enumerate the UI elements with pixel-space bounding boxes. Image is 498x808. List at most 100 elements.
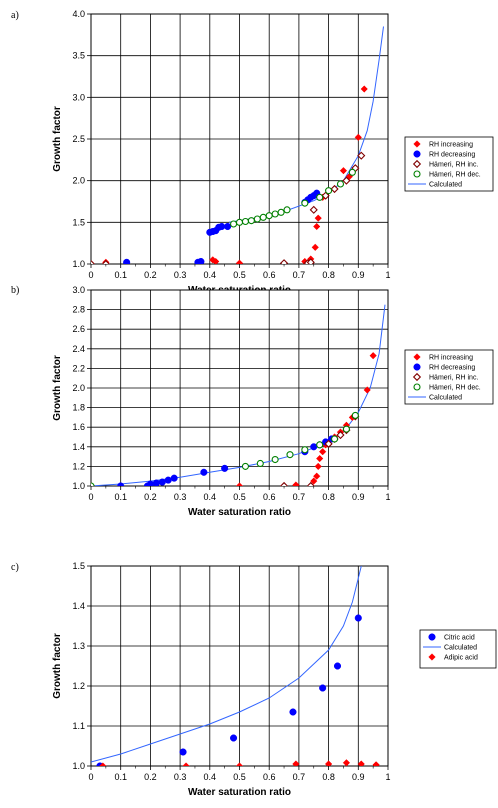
legend-entry: RH increasing xyxy=(429,355,473,362)
x-tick-label: 0.1 xyxy=(114,492,127,502)
x-tick-label: 0.2 xyxy=(144,270,157,280)
panel-label: c) xyxy=(11,562,19,573)
data-point xyxy=(279,481,289,486)
y-tick-label: 2.0 xyxy=(72,176,85,186)
legend-entry: RH increasing xyxy=(429,142,473,149)
x-tick-label: 1 xyxy=(385,772,390,782)
x-axis-label: Water saturation ratio xyxy=(188,507,291,518)
legend-marker xyxy=(413,353,421,361)
y-tick-label: 3.5 xyxy=(72,51,85,61)
data-point xyxy=(348,168,356,176)
legend-marker xyxy=(413,170,421,178)
data-point xyxy=(316,454,324,463)
y-tick-label: 2.0 xyxy=(72,383,85,393)
legend-entry: Hämeri, RH inc. xyxy=(429,375,478,382)
legend-marker xyxy=(412,372,422,382)
x-tick-label: 0.1 xyxy=(114,270,127,280)
data-point xyxy=(182,762,190,766)
y-tick-label: 2.8 xyxy=(72,305,85,315)
x-tick-label: 0.2 xyxy=(144,772,157,782)
x-tick-label: 0.5 xyxy=(233,492,246,502)
data-point xyxy=(324,760,333,766)
data-point xyxy=(247,217,255,225)
x-tick-label: 0.8 xyxy=(322,270,335,280)
data-point xyxy=(369,352,377,360)
legend-entry: Hämeri, RH dec. xyxy=(429,172,481,179)
data-point xyxy=(342,425,350,433)
legend-entry: Hämeri, RH dec. xyxy=(429,385,481,392)
x-tick-label: 0.5 xyxy=(233,270,246,280)
y-axis-label: Growth factor xyxy=(52,355,63,421)
data-point xyxy=(235,482,244,486)
data-point xyxy=(292,760,300,766)
data-point xyxy=(91,482,95,486)
legend: RH increasing RH decreasing Hämeri, RH inc… xyxy=(404,349,494,405)
y-tick-label: 1.4 xyxy=(72,442,85,452)
data-point xyxy=(218,222,226,231)
legend-entry: Citric acid xyxy=(444,635,475,642)
data-point xyxy=(123,258,131,264)
data-point xyxy=(256,459,264,468)
data-point xyxy=(330,184,339,194)
data-point xyxy=(283,206,291,214)
x-tick-label: 0.8 xyxy=(322,492,335,502)
data-point xyxy=(311,243,319,251)
data-point xyxy=(301,199,309,207)
data-point xyxy=(354,614,362,622)
data-point xyxy=(259,213,267,221)
x-tick-label: 0 xyxy=(88,772,93,782)
x-tick-label: 0.4 xyxy=(204,492,217,502)
legend: RH increasing RH decreasing Hämeri, RH inc… xyxy=(404,136,494,192)
y-tick-label: 4.0 xyxy=(72,9,85,19)
legend-entry: Calculated xyxy=(444,645,477,652)
data-point xyxy=(235,259,244,264)
y-tick-label: 2.2 xyxy=(72,363,85,373)
data-point xyxy=(354,133,362,141)
y-tick-label: 1.0 xyxy=(72,761,85,771)
legend-marker xyxy=(413,150,421,158)
data-point xyxy=(271,455,279,464)
legend-marker xyxy=(428,653,436,661)
x-tick-label: 0.4 xyxy=(204,772,217,782)
data-point xyxy=(164,476,172,484)
y-tick-label: 1.2 xyxy=(72,681,85,691)
legend-entry: RH decreasing xyxy=(429,152,475,159)
data-point xyxy=(319,684,327,692)
data-point xyxy=(321,191,330,200)
y-tick-label: 2.4 xyxy=(72,344,85,354)
data-point xyxy=(316,193,324,201)
data-point xyxy=(99,762,107,766)
y-tick-label: 1.6 xyxy=(72,422,85,432)
data-point xyxy=(277,208,285,216)
x-tick-label: 0.2 xyxy=(144,492,157,502)
data-point xyxy=(336,430,345,440)
y-tick-label: 1.5 xyxy=(72,217,85,227)
data-point xyxy=(357,151,366,160)
data-point xyxy=(200,468,208,476)
legend-marker xyxy=(428,633,436,641)
y-tick-label: 1.8 xyxy=(72,403,85,413)
data-point xyxy=(279,259,289,264)
data-layer xyxy=(91,26,384,264)
x-tick-label: 0.7 xyxy=(293,270,306,280)
legend-marker xyxy=(413,363,421,371)
x-tick-label: 0 xyxy=(88,492,93,502)
data-point xyxy=(306,481,315,486)
legend-entry: Hämeri, RH inc. xyxy=(429,162,478,169)
legend-marker xyxy=(413,140,421,148)
data-point xyxy=(286,451,294,459)
legend-entry: RH decreasing xyxy=(429,365,475,372)
legend-entry: Calculated xyxy=(429,395,462,402)
y-tick-label: 3.0 xyxy=(72,92,85,102)
y-tick-label: 1.3 xyxy=(72,641,85,651)
y-tick-label: 1.0 xyxy=(72,259,85,269)
x-tick-label: 0.9 xyxy=(352,772,365,782)
chart-panel-1: a) 0 0.1 0.2 0.3 0.4 0.5 0.6 0.7 0.8 0.9 1 1.0 1.5 2.0… xyxy=(11,9,494,296)
x-tick-label: 0.6 xyxy=(263,772,276,782)
legend-entry: Calculated xyxy=(429,182,462,189)
y-axis-label: Growth factor xyxy=(52,106,63,172)
x-tick-label: 0 xyxy=(88,270,93,280)
data-point xyxy=(221,464,229,472)
data-point xyxy=(325,187,333,195)
